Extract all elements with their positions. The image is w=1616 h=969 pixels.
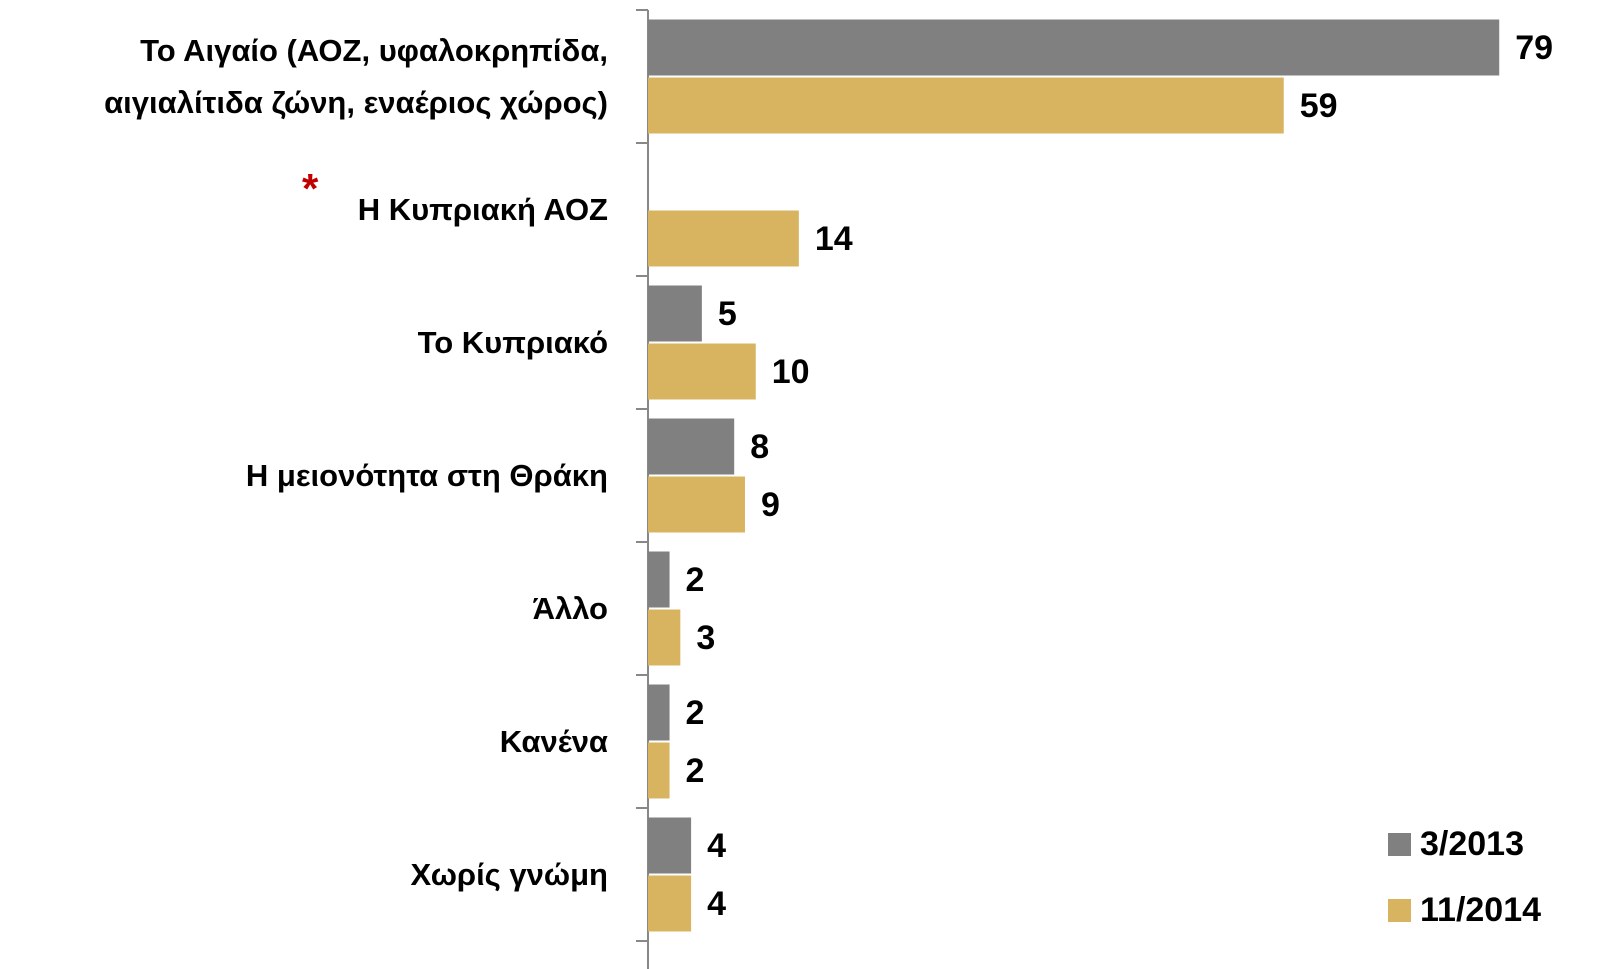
data-label: 10: [772, 353, 810, 391]
category-label: Άλλο: [532, 590, 608, 626]
bar: [648, 875, 692, 932]
category-label: Το Αιγαίο (ΑΟΖ, υφαλοκρηπίδα, αιγιαλίτιδ…: [104, 32, 608, 120]
bar: [648, 343, 756, 400]
data-label: 9: [761, 486, 780, 524]
legend-label: 11/2014: [1420, 891, 1541, 929]
annotation: *: [302, 165, 319, 212]
category-label: Το Κυπριακό: [417, 324, 608, 360]
data-label: 3: [696, 619, 715, 657]
bar: [648, 551, 670, 608]
data-label: 5: [718, 295, 737, 333]
bar: [648, 609, 681, 666]
legend-swatch: [1388, 833, 1411, 856]
bar: [648, 77, 1284, 134]
data-label: 8: [750, 428, 769, 466]
legend-swatch: [1388, 899, 1411, 922]
data-label: 2: [686, 561, 705, 599]
bar: [648, 19, 1500, 76]
bar: [648, 476, 745, 533]
data-label: 4: [707, 885, 726, 923]
category-label: Η Κυπριακή ΑΟΖ: [357, 191, 608, 227]
bar: [648, 418, 735, 475]
bar: [648, 742, 670, 799]
bar: [648, 817, 692, 874]
legend-label: 3/2013: [1420, 825, 1524, 863]
category-label: Κανένα: [499, 723, 608, 759]
data-label: 14: [815, 220, 853, 258]
data-label: 2: [686, 752, 705, 790]
category-label: Χωρίς γνώμη: [410, 856, 608, 892]
bar: [648, 285, 702, 342]
data-label: 4: [707, 827, 726, 865]
data-label: 59: [1300, 87, 1338, 125]
category-label: Η μειονότητα στη Θράκη: [245, 457, 608, 493]
data-label: 2: [686, 694, 705, 732]
data-label: 79: [1515, 29, 1553, 67]
bar: [648, 684, 670, 741]
bar: [648, 210, 799, 267]
